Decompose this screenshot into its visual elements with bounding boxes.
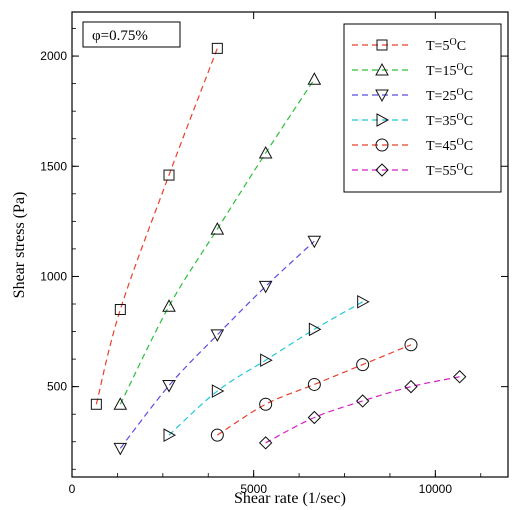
legend-label: T=25OC xyxy=(426,87,473,105)
legend-entry-2: T=15OC xyxy=(352,62,473,80)
legend-marker xyxy=(375,62,389,76)
legend-entry-5: T=45OC xyxy=(352,137,473,155)
data-point xyxy=(162,380,176,393)
legend-label-sup: O xyxy=(456,162,463,173)
data-point xyxy=(357,294,370,309)
legend-label-unit: C xyxy=(464,89,473,104)
data-point xyxy=(307,72,322,85)
series-2 xyxy=(113,72,322,410)
legend-label: T=15OC xyxy=(426,62,473,80)
data-point xyxy=(210,428,224,442)
legend-label-unit: C xyxy=(464,164,473,179)
data-point xyxy=(258,280,273,294)
data-point xyxy=(307,235,322,249)
legend-label-unit: C xyxy=(457,39,466,54)
data-point xyxy=(258,145,273,159)
legend-label-sup: O xyxy=(449,37,456,48)
series-5 xyxy=(210,338,418,442)
data-point xyxy=(90,398,102,410)
legend-entry-3: T=25OC xyxy=(352,87,473,105)
data-point xyxy=(211,42,223,54)
legend-label-sup: O xyxy=(456,112,463,123)
series-6 xyxy=(258,370,467,450)
x-tick-label: 0 xyxy=(69,482,76,496)
legend-entry-6: T=55OC xyxy=(352,162,473,180)
data-point xyxy=(404,338,418,352)
series-line xyxy=(95,48,218,405)
data-point xyxy=(259,397,273,411)
legend-marker xyxy=(376,113,390,127)
data-point xyxy=(163,428,177,442)
legend-label-sup: O xyxy=(456,87,463,98)
legend-marker xyxy=(375,89,389,103)
legend-label-sup: O xyxy=(456,137,463,148)
y-tick-label: 2000 xyxy=(40,49,67,63)
legend-label-unit: C xyxy=(464,139,473,154)
data-point xyxy=(260,353,273,368)
series-layer xyxy=(90,42,467,456)
legend-marker xyxy=(375,163,389,177)
legend-label-sup: O xyxy=(456,62,463,73)
y-axis-title: Shear stress (Pa) xyxy=(11,192,28,299)
y-tick-label: 1000 xyxy=(40,269,67,283)
data-point xyxy=(113,442,128,456)
x-tick-label: 5000 xyxy=(240,482,267,496)
legend-label-main: T=15 xyxy=(426,64,456,79)
annotation-frame xyxy=(82,21,181,48)
legend-label: T=5OC xyxy=(426,37,466,55)
legend-label-unit: C xyxy=(464,114,473,129)
series-line xyxy=(265,376,460,444)
legend-label-main: T=45 xyxy=(426,139,456,154)
data-point xyxy=(355,394,370,408)
series-line xyxy=(119,240,315,449)
series-4 xyxy=(163,294,370,442)
series-line xyxy=(168,301,363,436)
y-tick-label: 1500 xyxy=(40,159,67,173)
data-point xyxy=(113,397,128,410)
legend-label-main: T=25 xyxy=(426,89,456,104)
data-point xyxy=(210,222,225,235)
data-point xyxy=(258,436,273,450)
data-point xyxy=(452,370,467,384)
legend-label-main: T=35 xyxy=(426,114,456,129)
legend-label-main: T=5 xyxy=(426,39,449,54)
data-point xyxy=(308,322,322,337)
legend-marker xyxy=(376,39,388,51)
data-point xyxy=(356,358,370,372)
axis-ticks: 0 5000 10000 500 1000 1500 2000 xyxy=(40,12,508,496)
legend-label: T=35OC xyxy=(426,112,473,130)
data-point xyxy=(307,410,322,425)
series-1 xyxy=(90,42,223,410)
data-point xyxy=(307,377,321,391)
legend-entry-1: T=5OC xyxy=(352,37,466,55)
legend-frame xyxy=(343,23,502,193)
data-point xyxy=(162,299,176,312)
legend-label-main: T=55 xyxy=(426,164,456,179)
legend-label: T=45OC xyxy=(426,137,473,155)
x-tick-label: 10000 xyxy=(419,482,453,496)
series-3 xyxy=(113,235,322,456)
x-axis-title: Shear rate (1/sec) xyxy=(234,490,346,507)
y-tick-label: 500 xyxy=(47,380,67,394)
legend-label: T=55OC xyxy=(426,162,473,180)
data-point xyxy=(211,384,225,398)
plot-frame xyxy=(71,11,509,478)
series-line xyxy=(119,78,315,405)
data-point xyxy=(404,379,418,394)
data-point xyxy=(114,304,126,316)
annotation-box: φ=0.75% xyxy=(82,21,181,48)
legend-label-unit: C xyxy=(464,64,473,79)
annotation-label: φ=0.75% xyxy=(92,28,148,44)
legend-marker xyxy=(375,138,389,152)
data-point xyxy=(210,329,225,342)
legend-entry-4: T=35OC xyxy=(352,112,473,130)
data-point xyxy=(163,169,175,181)
